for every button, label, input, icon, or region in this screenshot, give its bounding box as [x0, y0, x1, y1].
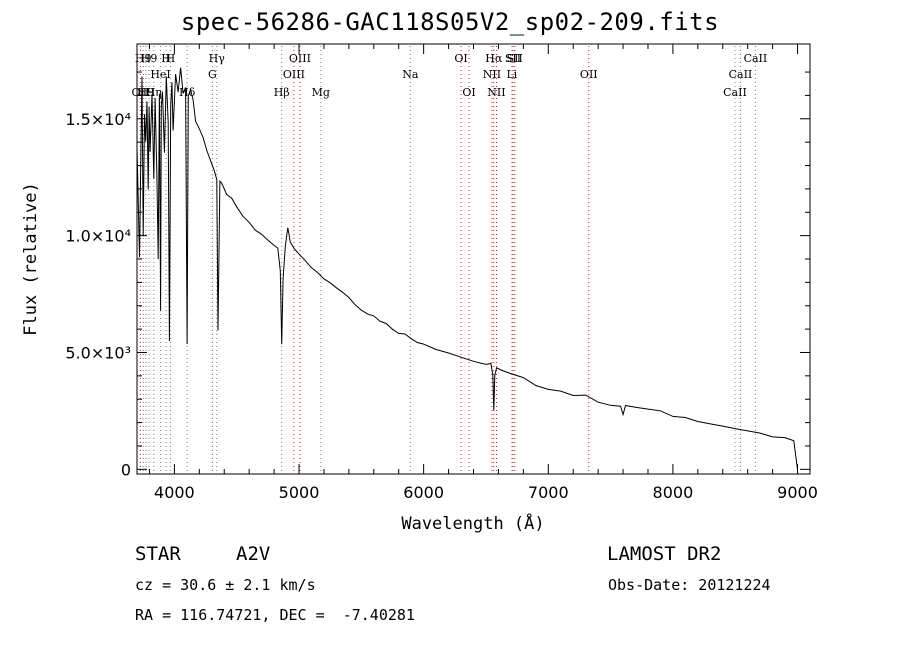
- marker-label-10: Hγ: [209, 52, 226, 65]
- x-tick-label-1: 5000: [279, 483, 320, 502]
- spectrum-line: [136, 67, 798, 470]
- y-tick-label-0: 0: [121, 460, 131, 479]
- marker-label-19: Hα: [485, 52, 503, 65]
- line-marker-labels: OIIH9H9H9HηHeIHHHδGHγHβOIIIOIIIMgNaOIOIN…: [132, 52, 768, 99]
- marker-label-0: OII: [132, 86, 150, 99]
- marker-label-25: CaII: [723, 86, 747, 99]
- class-label: STAR: [135, 543, 181, 565]
- x-tick-label-4: 8000: [653, 483, 694, 502]
- x-tick-label-2: 6000: [403, 483, 444, 502]
- marker-label-23: Li: [506, 68, 517, 81]
- marker-label-24: OII: [580, 68, 598, 81]
- line-markers: [139, 46, 756, 474]
- obs-date-label: Obs-Date: 20121224: [608, 576, 771, 594]
- spectrum-series: [136, 67, 798, 470]
- marker-label-1: H9: [135, 52, 152, 65]
- marker-label-7: H: [166, 52, 176, 65]
- marker-label-20: NII: [487, 86, 505, 99]
- axis-tick-labels: 4000 5000 6000 7000 8000 9000 0 5.0×10³ 1.0×10⁴ 1…: [65, 110, 818, 502]
- x-axis-label: Wavelength (Å): [401, 512, 544, 534]
- marker-label-6: H: [161, 52, 171, 65]
- marker-label-22: SII: [507, 52, 523, 65]
- marker-label-17: OI: [462, 86, 475, 99]
- chart-title: spec-56286-GAC118S05V2_sp02-209.fits: [180, 8, 720, 36]
- marker-label-21: SII: [505, 52, 521, 65]
- marker-label-27: CaII: [744, 52, 768, 65]
- x-tick-label-5: 9000: [777, 483, 818, 502]
- x-tick-label-0: 4000: [154, 483, 195, 502]
- coords-label: RA = 116.74721, DEC = -7.40281: [135, 606, 415, 624]
- y-tick-label-2: 1.0×10⁴: [65, 227, 131, 246]
- y-axis-label: Flux (relative): [21, 182, 41, 336]
- marker-label-26: CaII: [729, 68, 753, 81]
- marker-label-16: OI: [454, 52, 467, 65]
- marker-label-13: OIII: [289, 52, 311, 65]
- redshift-label: cz = 30.6 ± 2.1 km/s: [135, 576, 316, 594]
- marker-label-11: Hβ: [274, 86, 290, 99]
- marker-label-9: G: [208, 68, 217, 81]
- marker-label-8: Hδ: [179, 86, 196, 99]
- axis-ticks: [137, 44, 810, 474]
- marker-label-18: NII: [483, 68, 501, 81]
- y-tick-label-1: 5.0×10³: [65, 343, 131, 362]
- marker-label-12: OIII: [283, 68, 305, 81]
- marker-label-5: HeI: [150, 68, 170, 81]
- marker-label-4: Hη: [146, 86, 162, 99]
- x-tick-label-3: 7000: [528, 483, 569, 502]
- marker-label-15: Na: [402, 68, 419, 81]
- survey-label: LAMOST DR2: [607, 543, 722, 565]
- y-tick-label-3: 1.5×10⁴: [65, 110, 131, 129]
- marker-label-3: H9: [141, 52, 158, 65]
- marker-label-2: H9: [138, 86, 155, 99]
- marker-label-14: Mg: [312, 86, 330, 99]
- subclass-label: A2V: [236, 543, 271, 565]
- plot-frame: [136, 43, 811, 475]
